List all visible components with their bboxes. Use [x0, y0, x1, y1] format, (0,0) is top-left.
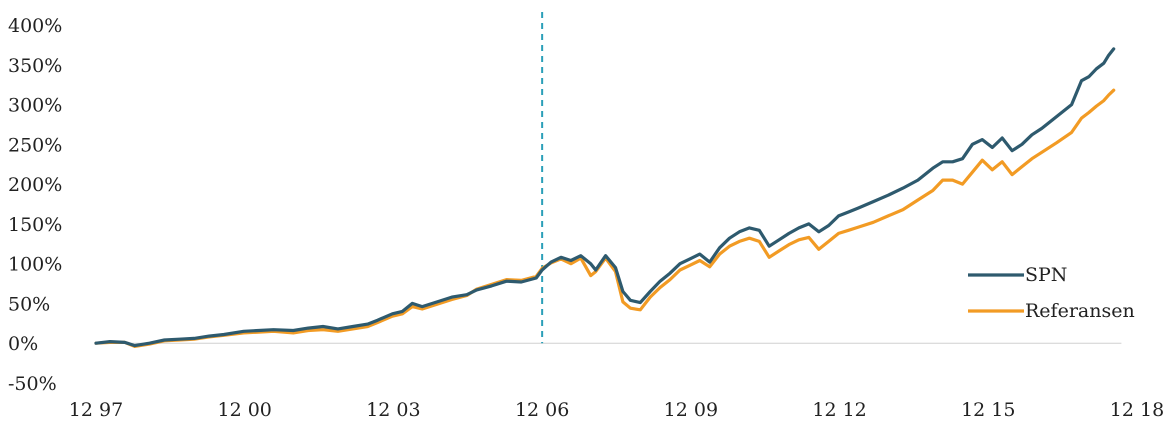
x-tick-label: 12 18: [1110, 399, 1164, 421]
x-axis: 12 97 12 00 12 03 12 06 12 09 12 12 12 15 12 18: [69, 399, 1164, 421]
legend-item: Referansen: [968, 300, 1135, 322]
legend-item: SPN: [968, 264, 1067, 286]
y-tick-label: 350%: [8, 55, 62, 77]
series-layer: [94, 47, 1116, 348]
x-tick-label: 12 06: [515, 399, 569, 421]
y-tick-label: 100%: [8, 254, 62, 276]
y-tick-label: -50%: [8, 373, 57, 395]
series-line-referansen: [94, 88, 1116, 348]
y-axis: 400% 350% 300% 250% 200% 150% 100% 50% 0% -50%: [8, 15, 62, 395]
y-tick-label: 300%: [8, 95, 62, 117]
x-tick-label: 12 12: [812, 399, 866, 421]
y-tick-label: 400%: [8, 15, 62, 37]
x-tick-label: 12 03: [366, 399, 420, 421]
x-tick-label: 12 00: [218, 399, 272, 421]
y-tick-label: 150%: [8, 214, 62, 236]
y-tick-label: 200%: [8, 174, 62, 196]
legend-label: Referansen: [1025, 300, 1135, 322]
x-tick-label: 12 97: [69, 399, 123, 421]
legend-label: SPN: [1025, 264, 1067, 286]
legend: SPN Referansen: [968, 264, 1135, 322]
y-tick-label: 250%: [8, 134, 62, 156]
series-line-spn: [94, 47, 1116, 348]
x-tick-label: 12 09: [664, 399, 718, 421]
x-tick-label: 12 15: [961, 399, 1015, 421]
y-tick-label: 0%: [8, 333, 38, 355]
y-tick-label: 50%: [8, 293, 50, 315]
